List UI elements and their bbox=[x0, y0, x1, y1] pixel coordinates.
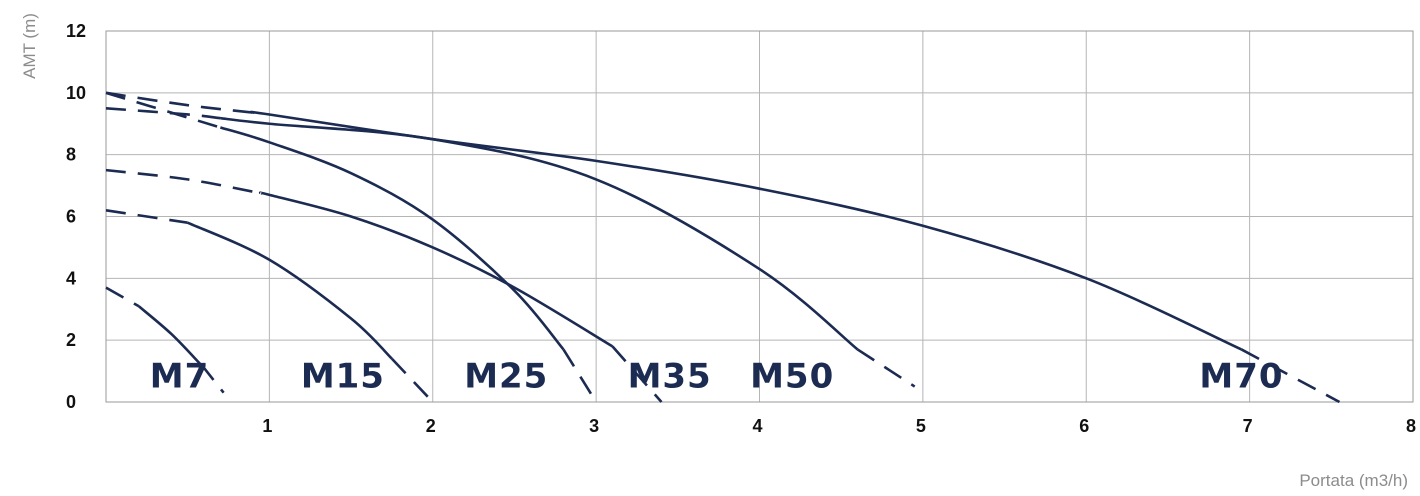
series-m15-curve bbox=[105, 209, 434, 403]
series-m70-curve bbox=[105, 91, 1341, 404]
series-m35-dashed-start bbox=[105, 168, 262, 195]
x-tick-label: 3 bbox=[589, 416, 599, 436]
series-m25-solid bbox=[219, 126, 565, 351]
plot-frame bbox=[105, 30, 1414, 403]
series-m50-dashed-end bbox=[856, 348, 916, 388]
series-m70-solid bbox=[249, 110, 1243, 351]
x-axis-title: Portata (m3/h) bbox=[1299, 471, 1408, 490]
series-m7-solid bbox=[137, 305, 202, 366]
series-m15-dashed-start bbox=[105, 209, 188, 224]
series-label-m50: M50 bbox=[750, 357, 834, 397]
series-m50-solid bbox=[220, 116, 859, 351]
x-tick-label: 7 bbox=[1243, 416, 1253, 436]
y-tick-label: 12 bbox=[66, 21, 86, 41]
y-tick-label: 8 bbox=[66, 145, 76, 165]
grid bbox=[105, 30, 1414, 403]
series-label-m15: M15 bbox=[301, 357, 385, 397]
y-axis-title: AMT (m) bbox=[20, 13, 39, 79]
series-m25-dashed-end bbox=[562, 348, 598, 403]
series-m35-solid bbox=[258, 191, 614, 348]
y-tick-label: 2 bbox=[66, 330, 76, 350]
series-label-m25: M25 bbox=[464, 357, 548, 397]
x-tick-label: 4 bbox=[752, 416, 762, 436]
series-m50-dashed-start bbox=[105, 106, 221, 120]
series-m50-curve bbox=[105, 106, 916, 388]
x-tick-label: 6 bbox=[1079, 416, 1089, 436]
x-tick-label: 8 bbox=[1406, 416, 1416, 436]
y-tick-label: 6 bbox=[66, 207, 76, 227]
series-m25-dashed-start bbox=[105, 91, 221, 129]
series-m15-dashed-end bbox=[390, 357, 434, 403]
y-tick-label: 10 bbox=[66, 83, 86, 103]
series-m7-dashed-end bbox=[199, 363, 225, 394]
series-m35-dashed-end bbox=[611, 345, 663, 403]
series-m15-solid bbox=[187, 221, 393, 360]
y-tick-label: 0 bbox=[66, 392, 76, 412]
series-label-m35: M35 bbox=[628, 357, 712, 397]
y-tick-label: 4 bbox=[66, 268, 76, 288]
series-m7-dashed-start bbox=[105, 286, 140, 308]
series-m25-curve bbox=[105, 91, 598, 403]
series-m7-curve bbox=[105, 286, 225, 394]
curves bbox=[105, 91, 1341, 404]
series-labels: M7 M15 M25 M35 M50 M70 bbox=[150, 357, 1283, 397]
x-tick-label: 1 bbox=[262, 416, 272, 436]
series-m70-dashed-start bbox=[105, 91, 254, 114]
series-label-m70: M70 bbox=[1199, 357, 1283, 397]
series-m70-dashed-end bbox=[1240, 348, 1341, 404]
x-tick-label: 2 bbox=[426, 416, 436, 436]
x-tick-label: 5 bbox=[916, 416, 926, 436]
series-m35-curve bbox=[105, 168, 663, 403]
series-label-m7: M7 bbox=[150, 357, 210, 397]
